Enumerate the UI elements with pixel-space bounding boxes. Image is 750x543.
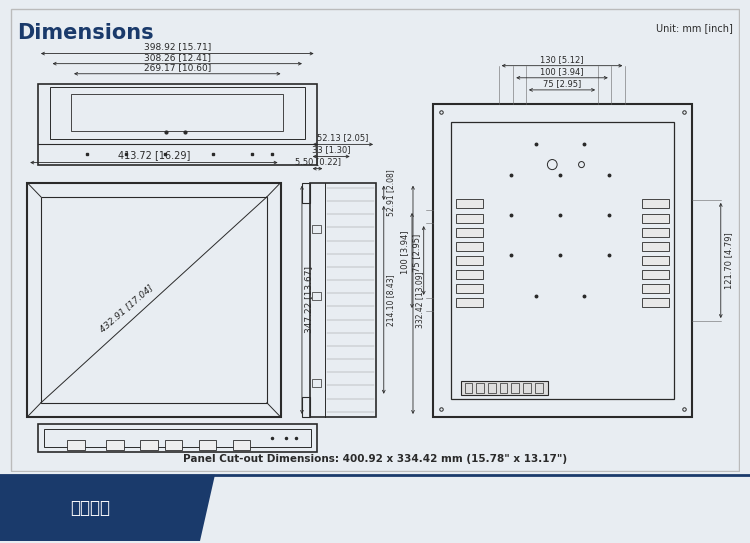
- Bar: [464, 383, 472, 393]
- Bar: [50, 87, 304, 140]
- Bar: [642, 228, 669, 237]
- Bar: [460, 381, 548, 395]
- Bar: [199, 440, 216, 450]
- Bar: [71, 94, 284, 131]
- Text: 121.70 [4.79]: 121.70 [4.79]: [724, 232, 733, 289]
- Text: 75 [2.95]: 75 [2.95]: [543, 79, 581, 88]
- Bar: [642, 213, 669, 223]
- Text: 398.92 [15.71]: 398.92 [15.71]: [144, 42, 211, 52]
- Text: 332.42 [13.09]: 332.42 [13.09]: [415, 272, 424, 328]
- Bar: [456, 242, 483, 251]
- Text: 269.17 [10.60]: 269.17 [10.60]: [144, 63, 211, 72]
- Bar: [456, 270, 483, 279]
- Bar: [456, 228, 483, 237]
- Text: Unit: mm [inch]: Unit: mm [inch]: [656, 23, 733, 33]
- Bar: [488, 383, 496, 393]
- Text: 52.91 [2.08]: 52.91 [2.08]: [386, 169, 394, 216]
- Bar: [642, 270, 669, 279]
- Bar: [642, 284, 669, 293]
- Text: 413.72 [16.29]: 413.72 [16.29]: [118, 150, 190, 161]
- Text: Panel Cut-out Dimensions: 400.92 x 334.42 mm (15.78" x 13.17"): Panel Cut-out Dimensions: 400.92 x 334.4…: [183, 454, 567, 464]
- Polygon shape: [0, 475, 215, 541]
- Bar: [310, 183, 376, 417]
- Bar: [302, 183, 310, 203]
- Bar: [44, 429, 310, 447]
- Bar: [38, 424, 316, 452]
- Text: 347.22 [13.67]: 347.22 [13.67]: [304, 266, 313, 333]
- Bar: [232, 440, 250, 450]
- Bar: [312, 378, 322, 387]
- Bar: [523, 383, 531, 393]
- Bar: [642, 199, 669, 209]
- Text: 100 [3.94]: 100 [3.94]: [400, 231, 409, 274]
- Text: 产品配置: 产品配置: [70, 499, 110, 517]
- Bar: [456, 199, 483, 209]
- Text: 33 [1.30]: 33 [1.30]: [312, 146, 350, 155]
- Bar: [642, 298, 669, 307]
- Bar: [500, 383, 508, 393]
- Bar: [456, 298, 483, 307]
- Bar: [476, 383, 484, 393]
- Bar: [451, 122, 674, 399]
- Text: 100 [3.94]: 100 [3.94]: [540, 67, 584, 76]
- Text: 214.10 [8.43]: 214.10 [8.43]: [386, 274, 394, 326]
- Text: 130 [5.12]: 130 [5.12]: [540, 55, 584, 64]
- Bar: [642, 256, 669, 265]
- Bar: [302, 397, 310, 417]
- Text: 52.13 [2.05]: 52.13 [2.05]: [317, 134, 368, 142]
- Bar: [456, 213, 483, 223]
- Bar: [312, 292, 322, 300]
- Text: 432.91 [17.04]: 432.91 [17.04]: [98, 282, 155, 333]
- Bar: [512, 383, 519, 393]
- Bar: [68, 440, 85, 450]
- Bar: [106, 440, 124, 450]
- Bar: [535, 383, 542, 393]
- Bar: [140, 440, 158, 450]
- Bar: [27, 183, 280, 417]
- Text: Dimensions: Dimensions: [17, 23, 154, 43]
- Bar: [433, 104, 692, 417]
- Bar: [456, 256, 483, 265]
- Bar: [164, 440, 182, 450]
- Bar: [38, 84, 316, 165]
- Bar: [312, 225, 322, 233]
- Bar: [41, 197, 267, 403]
- Text: 308.26 [12.41]: 308.26 [12.41]: [144, 53, 211, 62]
- Bar: [456, 284, 483, 293]
- Text: 75 [2.95]: 75 [2.95]: [412, 233, 421, 272]
- Text: 5.50 [0.22]: 5.50 [0.22]: [295, 157, 340, 167]
- Bar: [642, 242, 669, 251]
